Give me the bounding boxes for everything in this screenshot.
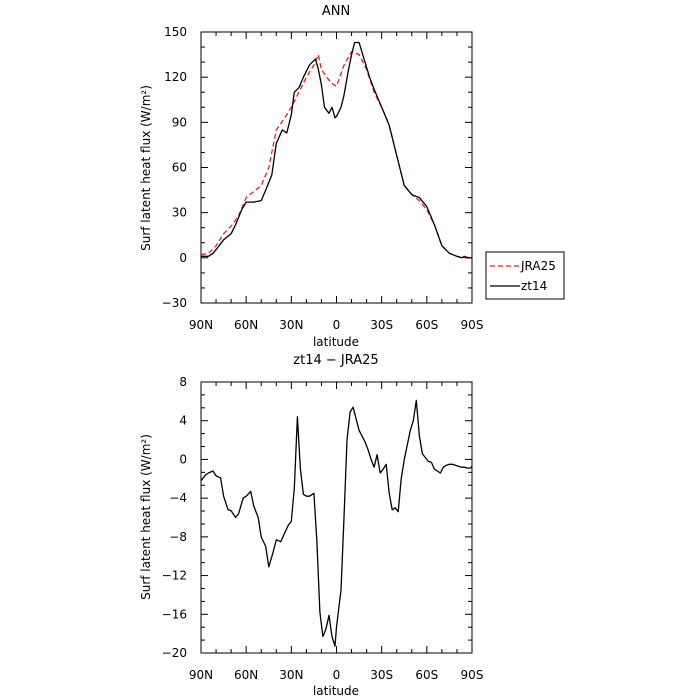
top-y-tick-label: 150: [164, 25, 187, 39]
bottom-plot-area: 90N 60N 30N 0 30S 60S 90S −20 −16 −12 −8 −4 0 4 8: [162, 375, 484, 682]
bottom-x-tick-label: 90N: [189, 668, 213, 682]
bottom-x-tick-label: 30S: [370, 668, 393, 682]
top-series-line-zt14: [201, 41, 472, 259]
bottom-y-tick-label: −4: [169, 491, 187, 505]
bottom-y-tick-label: −16: [162, 607, 187, 621]
bottom-x-axis-label: latitude: [313, 684, 359, 698]
bottom-plot-frame: [200, 381, 473, 654]
top-x-tick-label: 30S: [370, 318, 393, 332]
bottom-y-tick-label: 0: [179, 452, 187, 466]
top-x-axis-label: latitude: [313, 335, 359, 349]
bottom-y-tick-label: 4: [179, 414, 187, 428]
legend: JRA25 zt14: [485, 251, 565, 300]
bottom-x-tick-label: 0: [333, 668, 341, 682]
bottom-x-tick-label: 30N: [279, 668, 303, 682]
top-x-tick-label: 60N: [234, 318, 258, 332]
top-x-tick-label: 60S: [415, 318, 438, 332]
bottom-x-tick-label: 60S: [415, 668, 438, 682]
top-x-tick-label: 90N: [189, 318, 213, 332]
top-y-tick-label: 60: [172, 161, 187, 175]
top-chart-title: ANN: [322, 4, 350, 19]
bottom-series-line-diff: [200, 399, 473, 647]
top-x-tick-label: 30N: [279, 318, 303, 332]
legend-box: [485, 251, 565, 300]
top-x-tick-label: 90S: [461, 318, 484, 332]
top-series-line-jra25: [200, 50, 473, 259]
bottom-y-tick-label: −8: [169, 530, 187, 544]
top-y-tick-label: −30: [162, 296, 187, 310]
top-plot-area: 90N 60N 30N 0 30S 60S 90S −30 0 30 60 90 120 150: [162, 25, 484, 332]
top-y-axis-label: Surf latent heat flux (W/m²): [139, 85, 153, 251]
top-y-tick-label: 90: [172, 115, 187, 129]
bottom-y-tick-label: −12: [162, 569, 187, 583]
top-x-tick-label: 0: [333, 318, 341, 332]
legend-label-jra25: JRA25: [520, 259, 556, 273]
bottom-x-tick-label: 60N: [234, 668, 258, 682]
bottom-y-axis-label: Surf latent heat flux (W/m²): [139, 434, 153, 600]
bottom-chart-title: zt14 − JRA25: [293, 353, 378, 368]
top-plot-frame: [200, 31, 473, 304]
bottom-x-tick-label: 90S: [461, 668, 484, 682]
legend-label-zt14: zt14: [521, 279, 547, 293]
bottom-y-tick-label: −20: [162, 646, 187, 660]
top-y-tick-label: 0: [179, 251, 187, 265]
bottom-y-tick-label: 8: [179, 375, 187, 389]
top-y-tick-label: 30: [172, 206, 187, 220]
top-y-tick-label: 120: [164, 70, 187, 84]
